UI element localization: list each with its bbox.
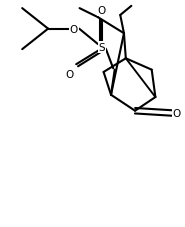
Text: O: O	[65, 70, 73, 80]
Text: S: S	[98, 43, 105, 53]
Text: O: O	[98, 6, 106, 16]
Text: O: O	[70, 25, 78, 35]
Text: O: O	[173, 109, 181, 118]
